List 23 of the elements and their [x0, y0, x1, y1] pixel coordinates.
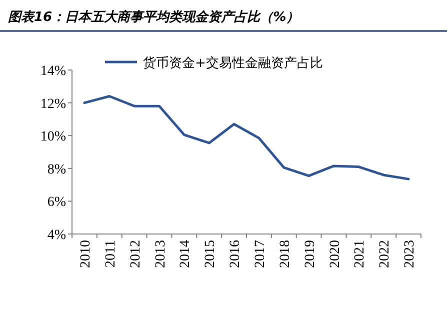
x-tick-label: 2019: [302, 240, 318, 268]
x-tick-label: 2010: [78, 240, 94, 268]
x-tick-label: 2021: [352, 240, 368, 268]
line-series: [83, 94, 410, 180]
y-tick-label: 10%: [40, 130, 66, 145]
x-tick-label: 2022: [378, 240, 393, 268]
x-tick-label: 2018: [278, 240, 293, 268]
x-tick-label: 2011: [103, 240, 118, 268]
x-tick-label: 2015: [203, 240, 218, 268]
x-tick-label: 2013: [153, 240, 168, 268]
x-tick-label: 2016: [228, 240, 244, 268]
y-tick-label: 14%: [40, 64, 66, 79]
legend-label: 货币资金+交易性金融资产占比: [143, 55, 323, 71]
y-tick-label: 8%: [47, 162, 66, 178]
x-tick-label: 2023: [402, 240, 418, 268]
x-tick-label: 2014: [178, 240, 194, 268]
x-tick-label: 2012: [128, 240, 144, 268]
y-tick-label: 6%: [47, 195, 66, 210]
x-tick-label: 2017: [252, 240, 268, 268]
y-tick-label: 12%: [40, 96, 66, 112]
x-tick-label: 2020: [328, 240, 343, 268]
y-tick-label: 4%: [47, 228, 66, 243]
chart-title: 图表16：日本五大商事平均类现金资产占比（%）: [8, 9, 300, 25]
